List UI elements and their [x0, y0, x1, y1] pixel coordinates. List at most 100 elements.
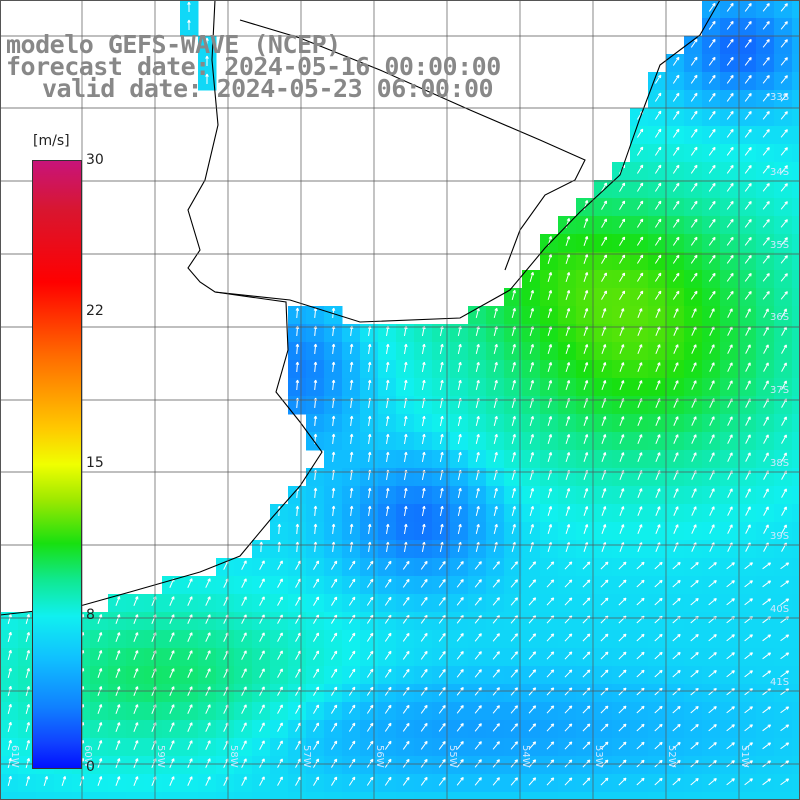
wind-arrow — [457, 505, 462, 517]
wind-arrow — [493, 451, 498, 463]
wind-arrow — [277, 722, 283, 732]
wind-arrow — [97, 668, 103, 678]
wind-arrow — [582, 651, 591, 660]
wind-cell — [342, 792, 361, 800]
wind-cell — [594, 792, 613, 800]
wind-arrow — [726, 724, 735, 732]
wind-arrow — [763, 488, 769, 498]
wind-arrow — [654, 579, 663, 588]
wind-arrow — [546, 777, 555, 786]
wind-cell — [792, 522, 800, 541]
wind-arrow — [510, 561, 519, 570]
wind-arrow — [618, 669, 627, 678]
wind-arrow — [385, 361, 390, 373]
wind-arrow — [529, 289, 535, 301]
wind-arrow — [762, 111, 770, 120]
wind-arrow — [636, 128, 644, 138]
wind-arrow — [744, 218, 752, 228]
wind-arrow — [601, 290, 608, 300]
wind-arrow — [457, 343, 462, 355]
wind-arrow — [115, 632, 121, 642]
wind-arrow — [709, 362, 715, 372]
wind-arrow — [582, 669, 591, 678]
wind-arrow — [565, 433, 571, 445]
wind-arrow — [402, 722, 410, 732]
wind-arrow — [295, 740, 301, 750]
wind-arrow — [672, 92, 680, 102]
wind-arrow — [403, 433, 408, 445]
wind-arrow — [402, 650, 410, 660]
wind-cell — [630, 792, 649, 800]
wind-arrow — [762, 724, 772, 732]
colorbar-tick-0: 0 — [86, 759, 95, 775]
wind-arrow — [348, 776, 356, 786]
wind-arrow — [115, 758, 121, 768]
wind-arrow — [619, 308, 625, 318]
wind-arrow — [690, 218, 698, 228]
wind-arrow — [781, 380, 787, 390]
wind-cell — [522, 792, 541, 800]
wind-arrow — [367, 343, 372, 355]
wind-cell — [792, 90, 800, 109]
lon-label: 55W — [447, 745, 458, 768]
wind-arrow — [511, 289, 516, 301]
wind-arrow — [295, 596, 301, 606]
wind-arrow — [457, 451, 462, 463]
wind-cell — [252, 792, 271, 800]
wind-arrow — [403, 415, 408, 427]
wind-arrow — [619, 182, 626, 192]
wind-arrow — [672, 669, 681, 678]
wind-arrow — [474, 633, 482, 642]
wind-arrow — [331, 523, 336, 535]
wind-arrow — [277, 740, 283, 750]
wind-arrow — [277, 596, 283, 606]
wind-arrow — [348, 758, 356, 768]
lon-label: 53W — [593, 745, 604, 768]
wind-arrow — [187, 758, 193, 768]
wind-cell — [792, 108, 800, 127]
wind-cell — [720, 792, 739, 800]
wind-arrow — [348, 560, 356, 570]
wind-arrow — [331, 650, 338, 660]
wind-arrow — [331, 722, 338, 732]
wind-arrow — [744, 236, 752, 246]
wind-arrow — [618, 579, 627, 588]
wind-arrow — [529, 487, 535, 499]
wind-arrow — [348, 632, 356, 642]
wind-arrow — [25, 667, 31, 679]
wind-arrow — [511, 487, 516, 499]
wind-arrow — [691, 308, 697, 318]
wind-arrow — [708, 164, 716, 174]
wind-arrow — [672, 164, 680, 174]
wind-arrow — [492, 759, 500, 768]
wind-arrow — [385, 541, 390, 553]
wind-arrow — [259, 740, 265, 750]
wind-arrow — [744, 74, 752, 84]
wind-arrow — [492, 579, 500, 588]
wind-arrow — [169, 704, 175, 714]
wind-arrow — [25, 613, 31, 625]
wind-arrow — [564, 777, 573, 786]
wind-arrow — [313, 361, 318, 373]
wind-arrow — [187, 19, 191, 31]
wind-arrow — [241, 668, 247, 678]
wind-arrow — [780, 129, 788, 138]
wind-arrow — [205, 55, 209, 67]
wind-arrow — [744, 182, 752, 192]
wind-arrow — [618, 759, 627, 768]
wind-arrow — [474, 687, 482, 696]
wind-arrow — [601, 416, 607, 426]
wind-arrow — [43, 775, 49, 787]
wind-arrow — [709, 344, 715, 354]
wind-arrow — [780, 255, 788, 264]
wind-arrow — [366, 758, 374, 768]
wind-cell — [792, 342, 800, 361]
lon-label: 51W — [739, 745, 750, 768]
wind-arrow — [295, 704, 301, 714]
wind-arrow — [601, 182, 608, 192]
wind-arrow — [690, 146, 698, 156]
wind-arrow — [600, 759, 609, 768]
wind-arrow — [583, 236, 589, 246]
wind-arrow — [439, 415, 444, 427]
wind-arrow — [438, 704, 446, 714]
